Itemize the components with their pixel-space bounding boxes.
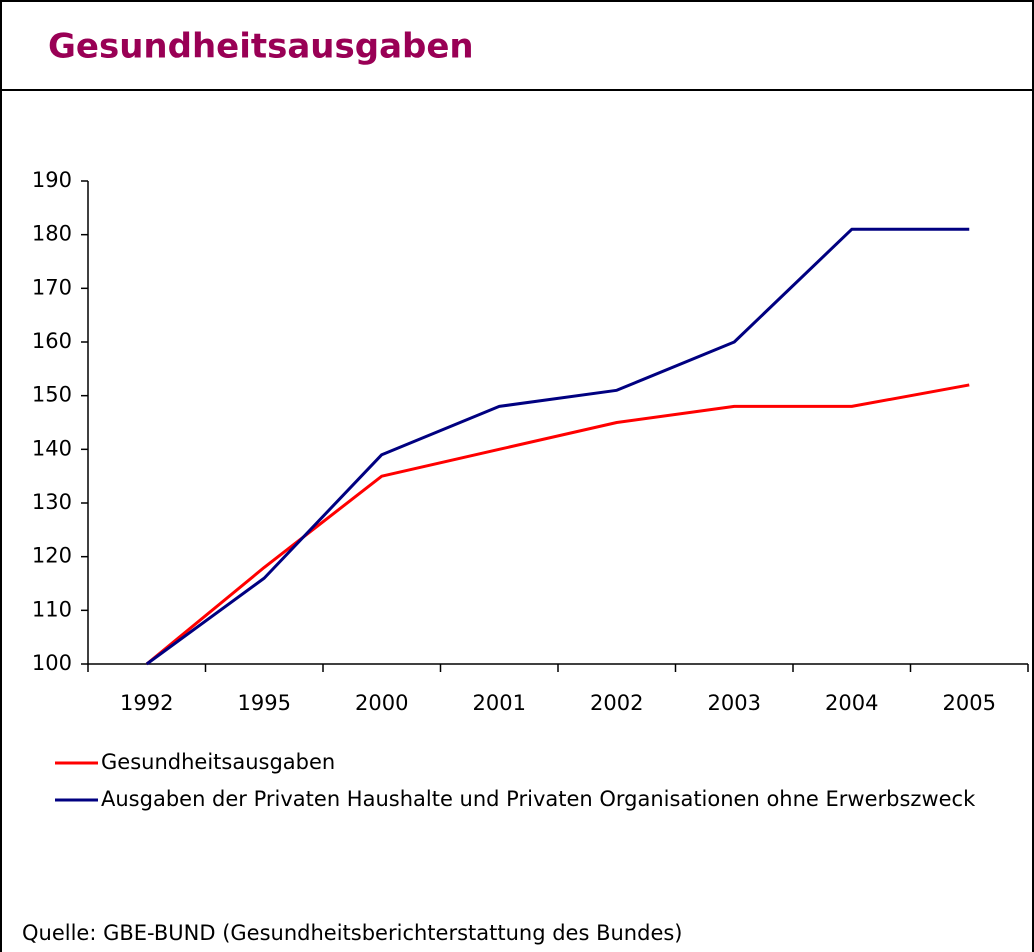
chart-title: Gesundheitsausgaben <box>48 27 474 67</box>
legend-label: Gesundheitsausgaben <box>101 750 335 774</box>
x-tick-label: 2003 <box>708 691 761 715</box>
x-tick-label: 2004 <box>825 691 878 715</box>
y-tick-label: 130 <box>32 490 72 514</box>
legend-label: Ausgaben der Privaten Haushalte und Priv… <box>101 787 976 811</box>
x-tick-label: 1992 <box>120 691 173 715</box>
y-tick-label: 100 <box>32 651 72 675</box>
x-tick-label: 2002 <box>590 691 643 715</box>
source: Quelle: GBE-BUND (Gesundheitsberichterst… <box>22 921 683 945</box>
y-tick-label: 180 <box>32 222 72 246</box>
series-line <box>145 227 970 666</box>
x-tick-label: 1995 <box>238 691 291 715</box>
y-tick-label: 170 <box>32 275 72 299</box>
series-line <box>145 383 970 666</box>
x-tick-label: 2005 <box>943 691 996 715</box>
y-tick-label: 160 <box>32 329 72 353</box>
y-tick-label: 140 <box>32 436 72 460</box>
y-tick-label: 120 <box>32 544 72 568</box>
x-tick-label: 2001 <box>473 691 526 715</box>
y-tick-label: 190 <box>32 168 72 192</box>
y-tick-label: 110 <box>32 597 72 621</box>
x-tick-label: 2000 <box>355 691 408 715</box>
y-tick-label: 150 <box>32 383 72 407</box>
